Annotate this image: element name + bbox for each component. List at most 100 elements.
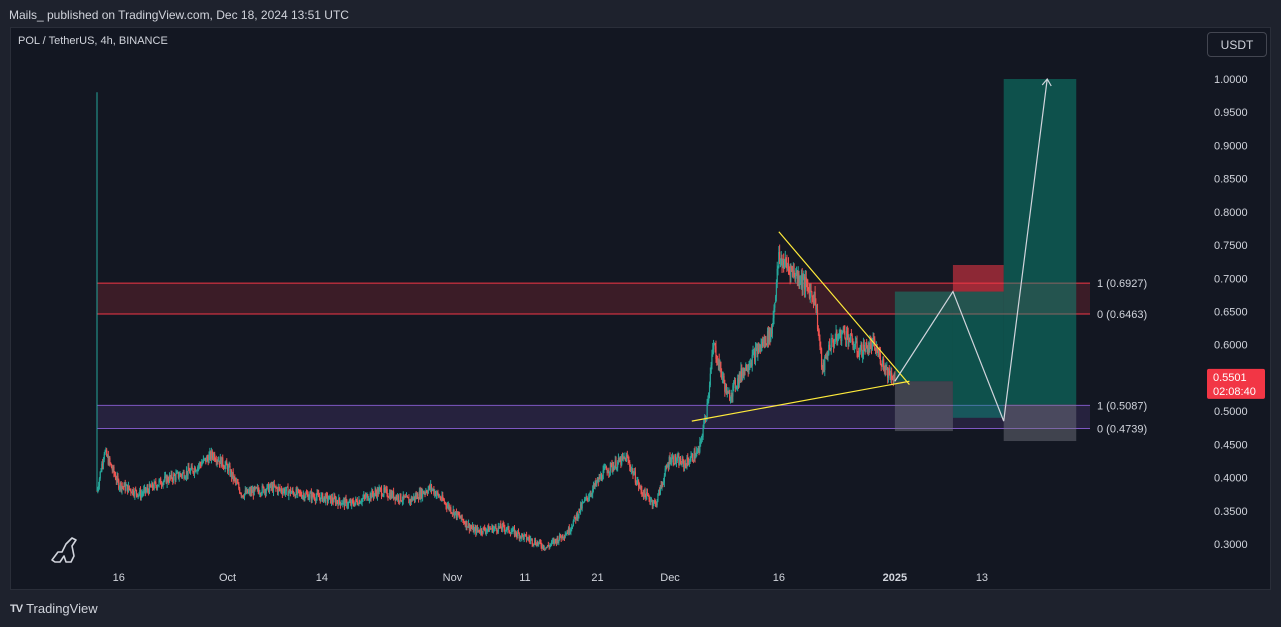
candle-body	[422, 491, 424, 498]
candle-body	[878, 352, 881, 354]
candle-body	[813, 291, 815, 304]
candle-body	[139, 490, 142, 498]
candle-body	[251, 489, 253, 493]
candle-body	[875, 347, 877, 351]
candle-body	[124, 483, 126, 491]
last-price-tag	[1207, 368, 1265, 399]
candle-body	[463, 522, 466, 524]
candle-body	[855, 341, 857, 343]
candle-body	[793, 270, 795, 276]
candle-body	[181, 474, 183, 477]
candle-body	[804, 276, 806, 290]
candle-body	[391, 492, 393, 498]
candle-body	[168, 475, 171, 482]
candle-body	[408, 498, 410, 504]
candle-body	[862, 344, 865, 355]
candle-body	[830, 338, 832, 350]
candle-body	[106, 455, 109, 457]
projection-path	[894, 78, 1048, 422]
candle-body	[505, 529, 508, 531]
chart-pane[interactable]	[10, 27, 1271, 590]
candle-body	[460, 514, 462, 519]
candle-body	[357, 503, 359, 506]
candle-body	[758, 348, 760, 352]
candle-body	[387, 496, 389, 498]
candle-body	[140, 493, 142, 498]
ascending-support-trendline	[691, 380, 910, 422]
candle-body	[801, 275, 803, 288]
candle-body	[465, 521, 467, 527]
candle-body	[105, 449, 107, 452]
candle-body	[137, 494, 139, 497]
candle-body	[214, 454, 216, 461]
candle-body	[621, 455, 623, 465]
candle-body	[747, 369, 749, 371]
candle-body	[642, 494, 645, 497]
candle-body	[191, 466, 193, 469]
candle-body	[372, 494, 375, 497]
candle-body	[456, 511, 458, 518]
candle-body	[255, 487, 257, 489]
candle-body	[672, 456, 674, 464]
candle-body	[344, 498, 346, 507]
candle-body	[341, 503, 343, 505]
candle-body	[507, 526, 509, 528]
candle-body	[235, 481, 238, 483]
candle-body	[820, 346, 822, 349]
candle-body	[890, 372, 892, 379]
currency-button[interactable]: USDT	[1207, 32, 1267, 57]
candle-body	[171, 473, 173, 480]
candle-body	[782, 260, 784, 267]
candle-body	[812, 297, 815, 304]
tradingview-logo-icon: TV	[10, 602, 23, 615]
candle-body	[107, 455, 109, 465]
candle-body	[305, 493, 307, 498]
candle-body	[612, 466, 614, 470]
candle-body	[633, 474, 635, 476]
candle-body	[629, 466, 632, 471]
candle-body	[770, 329, 772, 341]
candle-body	[130, 489, 132, 493]
candle-body	[771, 324, 773, 334]
candle-body	[604, 466, 607, 468]
candle-body	[196, 470, 198, 472]
candle-body	[680, 463, 682, 465]
candle-body	[584, 498, 587, 500]
candle-body	[592, 488, 594, 494]
time-axis[interactable]: 16 Oct 14 Nov 11 21 Dec 16 2025 13	[113, 572, 988, 584]
candle-body	[392, 491, 394, 498]
candle-body	[556, 537, 558, 544]
candle-body	[144, 487, 146, 492]
candle-body	[676, 457, 678, 461]
candle-body	[453, 509, 455, 517]
candle-body	[755, 347, 757, 349]
candle-body	[816, 309, 819, 329]
candle-body	[535, 544, 537, 546]
candle-body	[138, 493, 140, 495]
y-tick-label: 1.0000	[1214, 74, 1248, 86]
candle-body	[181, 473, 184, 477]
candle-body	[492, 528, 495, 533]
candle-body	[252, 489, 254, 496]
candle-body	[735, 387, 737, 389]
candle-body	[572, 521, 574, 527]
candle-body	[476, 527, 478, 534]
candle-body	[367, 494, 369, 501]
candle-body	[671, 457, 673, 463]
candle-body	[480, 528, 483, 533]
candle-body	[584, 499, 586, 503]
candle-body	[384, 487, 386, 491]
candle-body	[466, 521, 468, 528]
candle-body	[262, 485, 264, 487]
candle-body	[164, 476, 166, 481]
price-axis[interactable]: 1.0000 0.9500 0.9000 0.8500 0.8000 0.7500 0.70…	[1214, 74, 1248, 551]
candle-body	[588, 496, 591, 498]
candle-body	[799, 282, 801, 284]
candle-body	[318, 494, 320, 497]
candle-body	[860, 343, 862, 350]
candle-body	[274, 486, 276, 487]
candle-body	[848, 338, 850, 344]
candle-body	[264, 489, 266, 493]
candle-body	[623, 456, 625, 458]
